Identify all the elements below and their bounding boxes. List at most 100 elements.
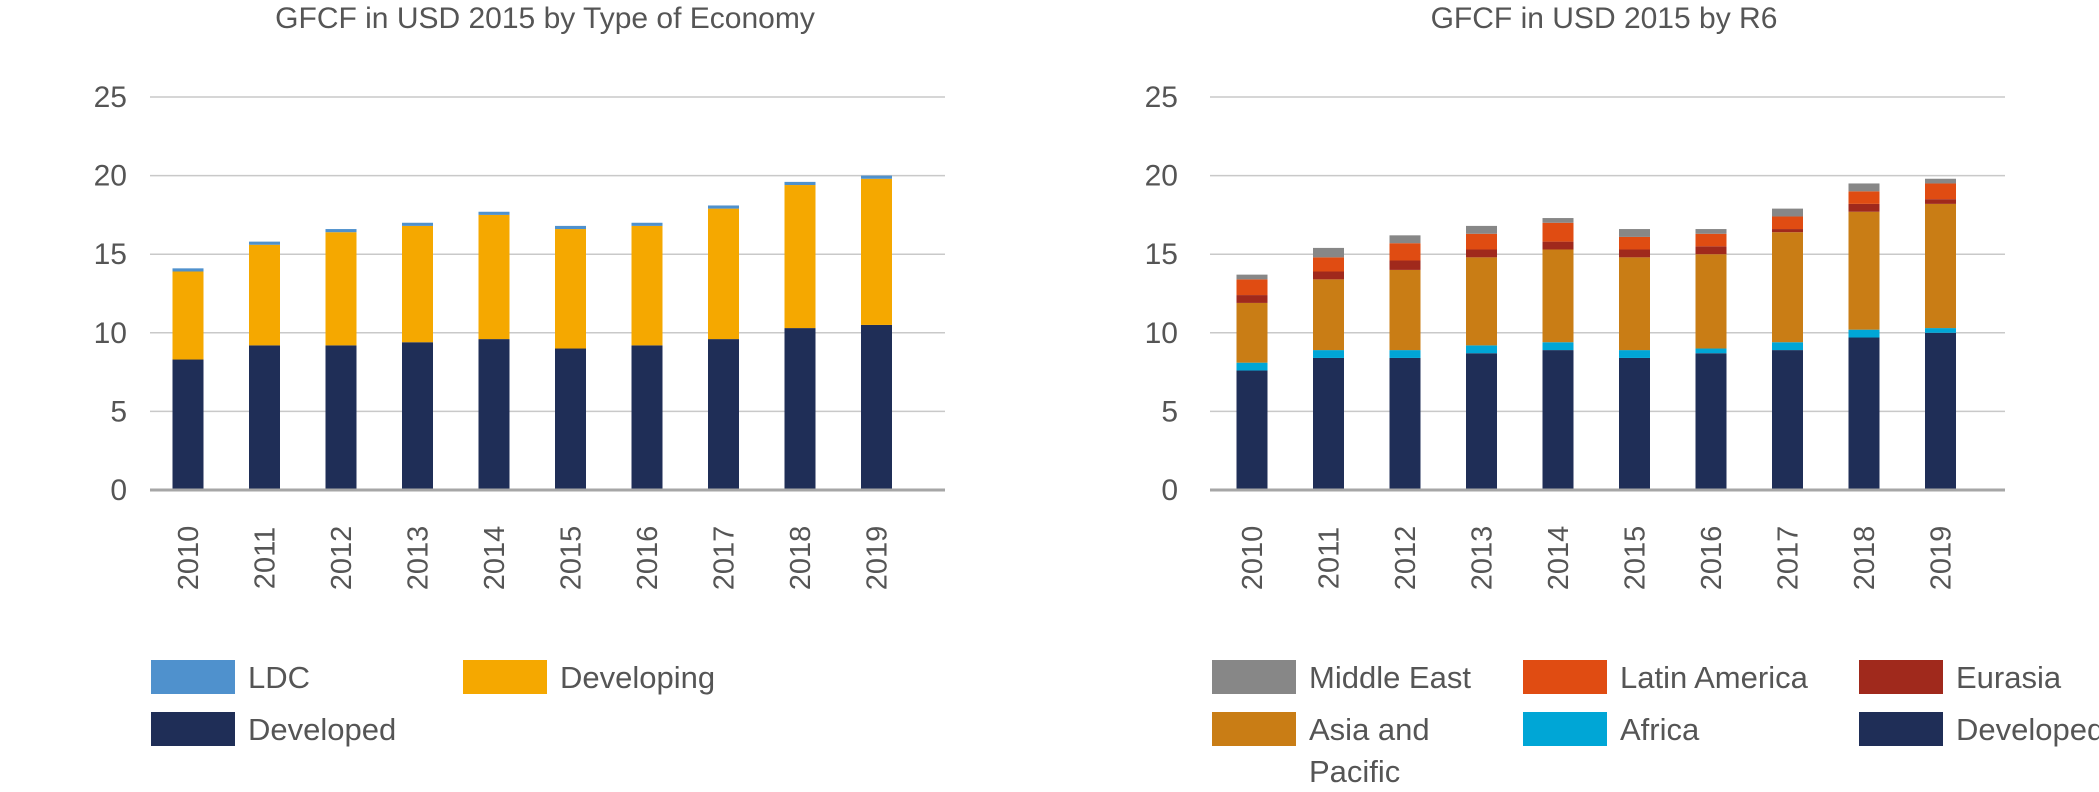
x-tick-label: 2017 <box>709 526 741 591</box>
legend-label: Middle East <box>1309 660 1471 695</box>
legend-label: Asia and <box>1309 712 1430 747</box>
bar-segment-middle-east-2013 <box>1466 225 1497 234</box>
x-tick-label: 2015 <box>556 526 588 591</box>
bar-segment-africa-2013 <box>1466 345 1497 354</box>
bar-segment-latin-america-2012 <box>1389 243 1421 261</box>
bar-segment-middle-east-2010 <box>1236 274 1268 280</box>
x-tick-label: 2018 <box>785 526 817 591</box>
bar-segment-africa-2016 <box>1695 348 1727 354</box>
bar-segment-developed-2018 <box>784 328 816 490</box>
y-tick-label: 0 <box>1161 474 1178 507</box>
bar-segment-ldc-2014 <box>478 211 510 215</box>
bar-segment-latin-america-2010 <box>1236 279 1268 296</box>
legend-item-developed: Developed <box>151 712 396 747</box>
bar-segment-middle-east-2016 <box>1695 229 1727 234</box>
y-tick-label: 5 <box>110 395 127 428</box>
bar-segment-eurasia-2018 <box>1848 203 1880 212</box>
bar-segment-asia-and-pacific-2016 <box>1695 254 1727 349</box>
legend-label: Africa <box>1620 712 1700 747</box>
bar-segment-middle-east-2014 <box>1542 218 1574 223</box>
chart-title: GFCF in USD 2015 by Type of Economy <box>275 2 815 35</box>
bar-segment-asia-and-pacific-2019 <box>1925 203 1956 329</box>
bar-segment-developed-2014 <box>1542 350 1574 490</box>
bar-segment-developed-2017 <box>1772 350 1803 490</box>
bar-segment-developing-2011 <box>249 244 280 346</box>
bar-segment-eurasia-2012 <box>1389 260 1421 270</box>
bar-segment-latin-america-2018 <box>1848 191 1880 204</box>
legend-swatch <box>1523 660 1607 694</box>
bar-segment-eurasia-2013 <box>1466 249 1497 258</box>
x-tick-label: 2016 <box>1696 526 1728 591</box>
bar-segment-latin-america-2011 <box>1313 257 1344 272</box>
bar-segment-latin-america-2014 <box>1542 222 1574 242</box>
bar-segment-africa-2018 <box>1848 329 1880 338</box>
y-tick-label: 20 <box>1145 160 1178 193</box>
y-tick-label: 10 <box>94 317 127 350</box>
bar-segment-developed-2011 <box>249 345 280 490</box>
bar-segment-ldc-2010 <box>172 268 204 272</box>
bar-segment-ldc-2018 <box>784 181 816 186</box>
bar-segment-ldc-2019 <box>861 175 892 179</box>
bar-segment-developed-2019 <box>861 324 892 490</box>
bar-segment-developed-2012 <box>1389 357 1421 490</box>
bar-segment-developed-2015 <box>1619 357 1650 490</box>
legend-swatch <box>1859 660 1943 694</box>
legend-item-developing: Developing <box>463 660 715 695</box>
bar-segment-latin-america-2019 <box>1925 183 1956 200</box>
y-tick-label: 15 <box>94 238 127 271</box>
legend-item-africa: Africa <box>1523 712 1700 747</box>
bar-segment-eurasia-2016 <box>1695 246 1727 255</box>
bar-segment-eurasia-2015 <box>1619 249 1650 258</box>
legend-label: Developed <box>1956 712 2099 747</box>
x-tick-label: 2010 <box>173 526 205 591</box>
bar-segment-developed-2019 <box>1925 332 1956 490</box>
x-tick-label: 2012 <box>1390 526 1422 591</box>
bar-segment-latin-america-2017 <box>1772 216 1803 230</box>
bar-segment-developing-2013 <box>402 225 433 343</box>
bar-segment-eurasia-2010 <box>1236 295 1268 303</box>
bar-segment-developing-2016 <box>631 225 663 346</box>
bar-segment-developed-2017 <box>708 339 739 490</box>
bar-segment-ldc-2017 <box>708 205 739 209</box>
bar-segment-developing-2012 <box>325 232 357 346</box>
x-tick-label: 2017 <box>1773 526 1805 591</box>
bar-segment-eurasia-2014 <box>1542 241 1574 250</box>
bar-segment-developed-2013 <box>402 342 433 490</box>
chart-title: GFCF in USD 2015 by R6 <box>1431 2 1778 35</box>
chart-gfcf-by-r6: GFCF in USD 2015 by R6 0 5 10 15 20 25 2010 2011… <box>1145 2 2099 789</box>
x-tick-label: 2013 <box>1467 526 1499 591</box>
y-tick-label: 0 <box>110 474 127 507</box>
bar-segment-africa-2010 <box>1236 362 1268 371</box>
legend-swatch <box>151 660 235 694</box>
bar-segment-developing-2014 <box>478 214 510 340</box>
bar-segment-asia-and-pacific-2013 <box>1466 257 1497 346</box>
bar-segment-africa-2017 <box>1772 342 1803 351</box>
bar-segment-eurasia-2017 <box>1772 229 1803 233</box>
bar-segment-middle-east-2011 <box>1313 247 1344 258</box>
y-tick-label: 20 <box>94 160 127 193</box>
bar-segment-developed-2012 <box>325 345 357 490</box>
bar-segment-developed-2010 <box>1236 370 1268 490</box>
bar-segment-developing-2019 <box>861 178 892 325</box>
bar-segment-developed-2015 <box>555 348 586 490</box>
bar-segment-africa-2011 <box>1313 350 1344 358</box>
x-tick-label: 2014 <box>479 526 511 591</box>
x-tick-label: 2011 <box>250 527 282 589</box>
bar-segment-ldc-2016 <box>631 222 663 226</box>
x-tick-label: 2010 <box>1237 526 1269 591</box>
bar-segment-latin-america-2016 <box>1695 233 1727 247</box>
bar-segment-middle-east-2012 <box>1389 235 1421 244</box>
bar-segment-asia-and-pacific-2018 <box>1848 211 1880 330</box>
bar-segment-ldc-2015 <box>555 225 586 230</box>
bar-segment-asia-and-pacific-2010 <box>1236 302 1268 363</box>
y-tick-label: 25 <box>94 81 127 114</box>
legend-swatch <box>1212 712 1296 746</box>
legend-label: Eurasia <box>1956 660 2062 695</box>
bar-segment-eurasia-2011 <box>1313 271 1344 280</box>
legend-item-developed: Developed <box>1859 712 2099 747</box>
x-tick-label: 2014 <box>1543 526 1575 591</box>
bar-segment-africa-2019 <box>1925 328 1956 333</box>
bar-segment-ldc-2011 <box>249 241 280 245</box>
legend-swatch <box>1859 712 1943 746</box>
